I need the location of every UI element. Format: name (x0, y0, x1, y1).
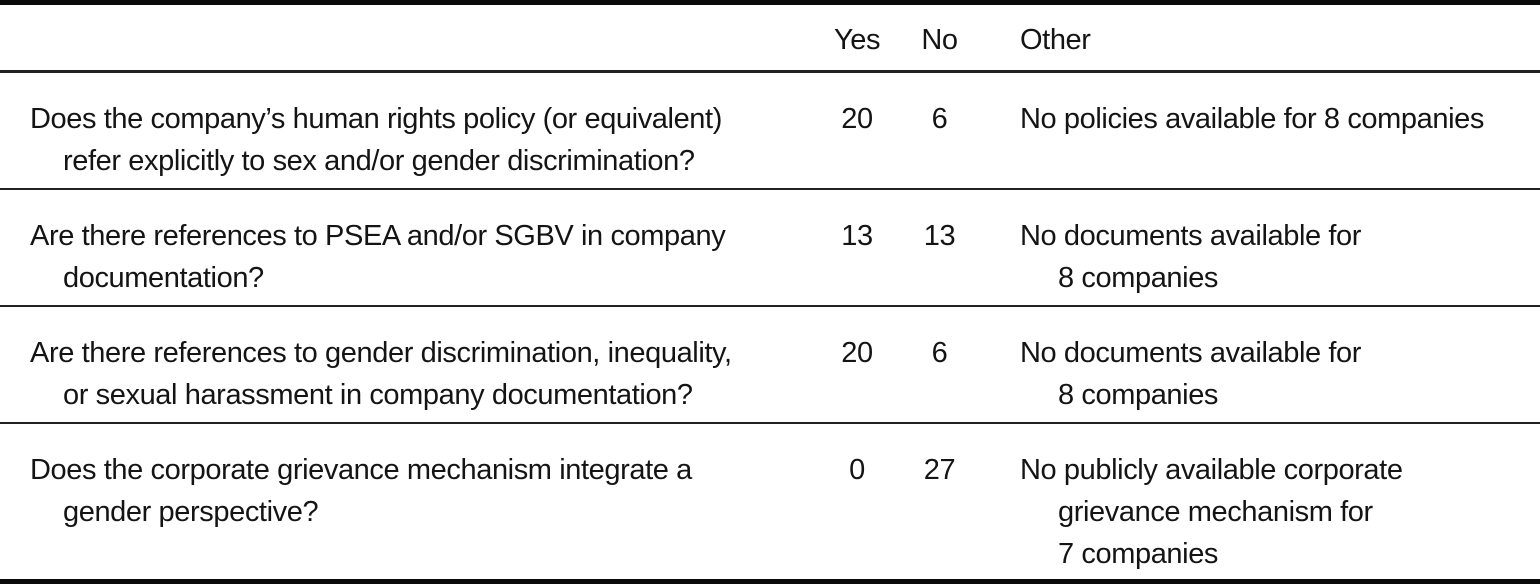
question-text-line: Are there references to PSEA and/or SGBV… (30, 220, 726, 252)
other-text-line: No documents available for (1020, 220, 1362, 252)
other-text-line: 8 companies (1058, 262, 1219, 294)
header-row: Yes No Other (0, 5, 1540, 73)
other-text-line: No publicly available corporate (1020, 454, 1403, 486)
other-column-header: Other (1020, 23, 1091, 56)
other-cell: No documents available for 8 companies (987, 307, 1540, 422)
other-cell: No publicly available corporate grievanc… (987, 424, 1540, 579)
table-row: Does the company’s human rights policy (… (0, 73, 1540, 188)
no-value: 27 (923, 454, 956, 486)
no-value: 6 (931, 337, 948, 369)
no-value: 6 (931, 103, 948, 135)
question-cell: Does the company’s human rights policy (… (0, 73, 822, 188)
other-text-line: No documents available for (1020, 337, 1362, 369)
question-text-line: or sexual harassment in company document… (63, 379, 693, 411)
question-text-line: Does the corporate grievance mechanism i… (30, 454, 692, 486)
yes-value: 13 (841, 220, 873, 252)
other-text-line: 8 companies (1058, 379, 1219, 411)
other-cell: No policies available for 8 companies (987, 73, 1540, 188)
question-cell: Are there references to PSEA and/or SGBV… (0, 190, 822, 305)
question-cell: Does the corporate grievance mechanism i… (0, 424, 822, 579)
yes-value: 20 (841, 103, 873, 135)
other-cell: No documents available for 8 companies (987, 190, 1540, 305)
other-text-line: 7 companies (1058, 538, 1219, 570)
yes-value: 20 (841, 337, 873, 369)
no-column-header: No (921, 23, 958, 56)
table-row: Does the corporate grievance mechanism i… (0, 422, 1540, 579)
table-row: Are there references to PSEA and/or SGBV… (0, 188, 1540, 305)
question-text-line: documentation? (63, 262, 264, 294)
question-cell: Are there references to gender discrimin… (0, 307, 822, 422)
other-text-line: No policies available for 8 companies (1020, 103, 1484, 135)
question-text-line: gender perspective? (63, 496, 319, 528)
no-value: 13 (923, 220, 956, 252)
question-text-line: Are there references to gender discrimin… (30, 337, 732, 369)
yes-value: 0 (849, 454, 865, 486)
question-text-line: Does the company’s human rights policy (… (30, 103, 722, 135)
table-row: Are there references to gender discrimin… (0, 305, 1540, 422)
yes-column-header: Yes (833, 23, 881, 56)
other-text-line: grievance mechanism for (1058, 496, 1373, 528)
question-text-line: refer explicitly to sex and/or gender di… (63, 145, 695, 177)
